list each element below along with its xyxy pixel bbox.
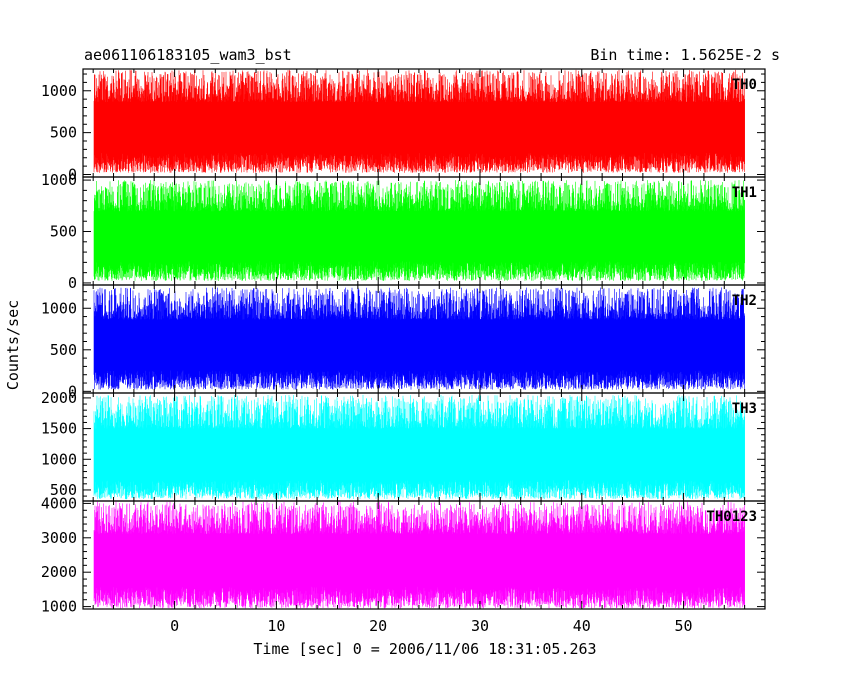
chart-title: ae061106183105_wam3_bst	[84, 46, 292, 64]
y-axis-label: Counts/sec	[4, 300, 22, 390]
x-tick-label: 50	[675, 617, 693, 635]
y-tick-label: 1500	[41, 420, 77, 438]
x-tick-label: 30	[471, 617, 489, 635]
y-tick-label: 0	[68, 274, 77, 292]
panel-label-th3: TH3	[732, 401, 757, 417]
y-tick-label: 500	[50, 481, 77, 499]
x-axis-label: Time [sec] 0 = 2006/11/06 18:31:05.263	[253, 640, 596, 658]
y-tick-label: 2000	[41, 389, 77, 407]
series-trace-th3	[93, 394, 745, 500]
y-tick-label: 1000	[41, 299, 77, 317]
series-trace-th0123	[93, 501, 745, 609]
y-tick-label: 500	[50, 341, 77, 359]
y-tick-label: 500	[50, 124, 77, 142]
series-trace-th2	[93, 287, 745, 390]
y-tick-label: 1000	[41, 598, 77, 616]
y-tick-label: 1000	[41, 171, 77, 189]
panel-label-th0123: TH0123	[706, 509, 757, 525]
bin-time-label: Bin time: 1.5625E-2 s	[590, 46, 780, 64]
y-tick-label: 2000	[41, 563, 77, 581]
y-tick-label: 1000	[41, 82, 77, 100]
panel-frame-th0123	[82, 500, 766, 610]
x-tick-label: 10	[267, 617, 285, 635]
x-tick-label: 40	[573, 617, 591, 635]
y-tick-label: 4000	[41, 494, 77, 512]
series-trace-th0	[93, 69, 745, 173]
y-tick-label: 0	[68, 382, 77, 400]
y-tick-label: 1000	[41, 450, 77, 468]
panel-label-th2: TH2	[732, 293, 757, 309]
x-tick-label: 0	[170, 617, 179, 635]
series-trace-th1	[93, 180, 745, 281]
y-tick-label: 3000	[41, 529, 77, 547]
panel-label-th1: TH1	[732, 185, 757, 201]
y-tick-label: 500	[50, 223, 77, 241]
x-tick-label: 20	[369, 617, 387, 635]
panel-label-th0: TH0	[732, 77, 757, 93]
y-tick-label: 0	[68, 165, 77, 183]
